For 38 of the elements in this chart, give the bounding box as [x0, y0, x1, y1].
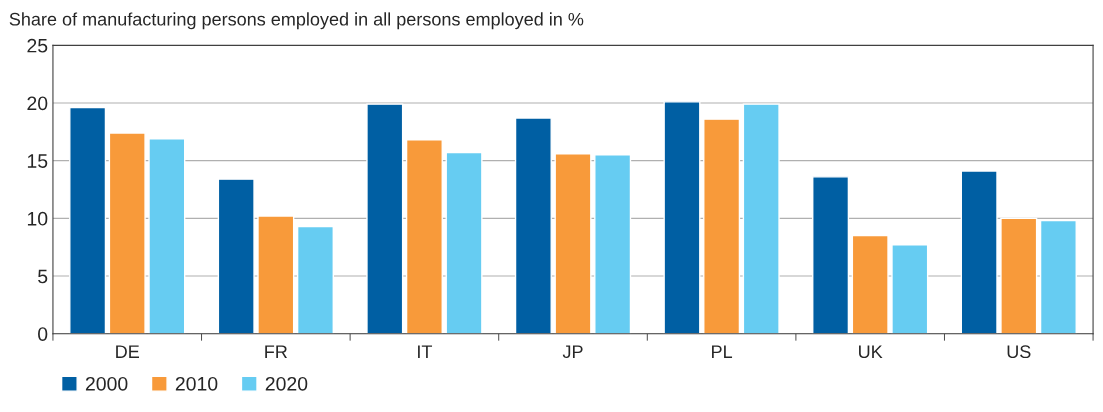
x-tick-label: JP [562, 345, 583, 359]
bar [217, 178, 255, 334]
bar [366, 103, 404, 334]
y-tick-label: 25 [27, 38, 48, 53]
legend-label: 2010 [175, 376, 218, 391]
bar [554, 153, 592, 334]
bar [69, 106, 107, 334]
bar [742, 103, 780, 334]
x-tick-label: DE [116, 345, 139, 358]
bar [594, 154, 632, 334]
x-tick-label: FR [265, 345, 288, 358]
y-tick-label: 15 [27, 154, 48, 168]
x-tick-label: IT [418, 345, 433, 358]
legend-label: 2020 [265, 376, 308, 391]
bar [108, 132, 146, 334]
bar [405, 139, 443, 334]
bar [663, 101, 701, 334]
bar [851, 234, 889, 334]
bar [296, 225, 334, 334]
x-tick-label: PL [712, 345, 733, 358]
bar [148, 138, 186, 334]
y-tick-label: 20 [27, 96, 48, 111]
legend-label: 2000 [85, 376, 128, 391]
bar [891, 244, 929, 334]
y-tick-label: 0 [38, 327, 48, 341]
bar [1039, 219, 1077, 334]
chart-title: Share of manufacturing persons employed in all persons employed in % [9, 12, 584, 30]
bar [812, 176, 850, 334]
bar [1000, 217, 1038, 334]
bar [445, 151, 483, 334]
bar [514, 117, 552, 334]
bar [703, 118, 741, 334]
bar [960, 170, 998, 334]
x-tick-label: UK [859, 345, 883, 359]
y-tick-label: 5 [38, 269, 48, 284]
y-tick-label: 10 [27, 211, 48, 226]
x-tick-label: US [1007, 345, 1031, 359]
bar [257, 215, 295, 334]
